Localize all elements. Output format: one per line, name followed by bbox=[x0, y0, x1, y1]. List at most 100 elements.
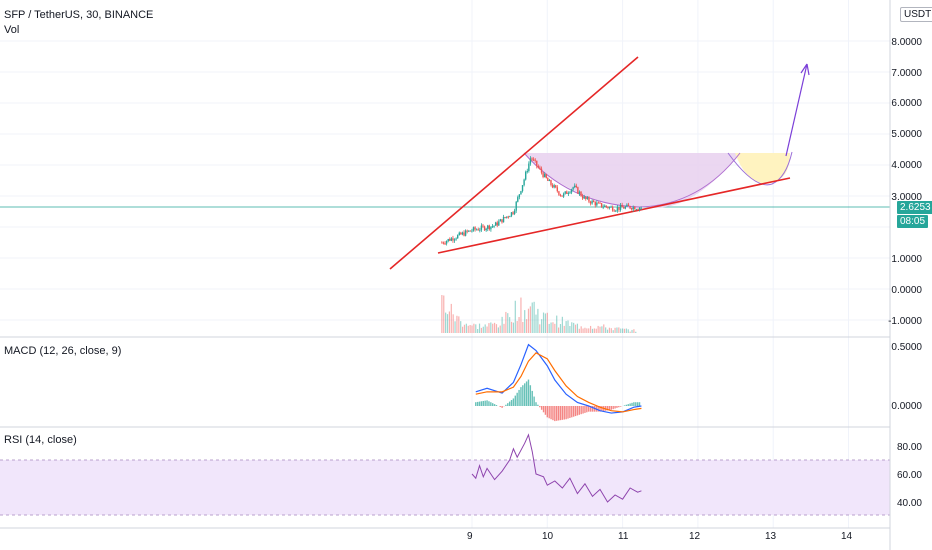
macd-histogram-bar bbox=[601, 406, 603, 412]
candle-body bbox=[574, 185, 576, 188]
volume-bar bbox=[582, 328, 584, 333]
candle-body bbox=[597, 202, 600, 204]
candle-body bbox=[524, 171, 527, 180]
macd-series-line bbox=[475, 352, 642, 413]
macd-histogram-bar bbox=[539, 406, 541, 408]
volume-bar bbox=[484, 324, 486, 333]
macd-tick: 0.5000 bbox=[891, 342, 922, 353]
candle-body bbox=[543, 174, 546, 178]
candle-body bbox=[517, 197, 519, 202]
candle-body bbox=[583, 196, 585, 199]
macd-histogram-bar bbox=[492, 403, 494, 406]
volume-bar bbox=[522, 321, 524, 333]
volume-bar bbox=[635, 331, 637, 333]
candle-body bbox=[605, 205, 608, 207]
rsi-band bbox=[0, 460, 890, 515]
candle-body bbox=[635, 209, 638, 211]
volume-bar bbox=[527, 308, 530, 333]
candle-body bbox=[578, 191, 581, 194]
candle-body bbox=[539, 167, 541, 169]
volume-bar bbox=[601, 326, 603, 333]
candle-body bbox=[453, 239, 456, 241]
macd-histogram-bar bbox=[561, 406, 564, 420]
macd-histogram-bar bbox=[550, 406, 552, 420]
candle-body bbox=[581, 196, 584, 199]
volume-label: Vol bbox=[4, 24, 20, 36]
volume-bar bbox=[546, 312, 548, 333]
volume-bar bbox=[554, 323, 556, 333]
macd-histogram-bar bbox=[546, 406, 548, 418]
candle-body bbox=[566, 191, 568, 194]
volume-bar bbox=[465, 323, 467, 333]
candle-body bbox=[456, 235, 459, 239]
volume-bar bbox=[499, 325, 501, 333]
macd-histogram-bar bbox=[572, 406, 575, 417]
candle-body bbox=[468, 230, 470, 232]
time-tick: 12 bbox=[689, 531, 701, 542]
candle-body bbox=[507, 216, 509, 218]
handle-zone-fill bbox=[735, 153, 790, 184]
volume-bar bbox=[599, 326, 601, 333]
macd-histogram-bar bbox=[633, 402, 635, 406]
volume-bar bbox=[627, 329, 629, 333]
volume-bar bbox=[569, 326, 571, 333]
volume-bar bbox=[605, 327, 607, 333]
candle-body bbox=[564, 191, 566, 194]
volume-bar bbox=[490, 322, 492, 333]
candle-body bbox=[613, 210, 615, 212]
volume-bar bbox=[606, 329, 609, 333]
volume-bar bbox=[556, 315, 558, 333]
macd-histogram-bar bbox=[588, 406, 590, 412]
candle-body bbox=[600, 203, 603, 208]
volume-bar bbox=[478, 323, 481, 333]
volume-bar bbox=[576, 323, 579, 333]
candle-body bbox=[562, 193, 565, 197]
volume-bar bbox=[597, 325, 599, 333]
volume-bar bbox=[529, 306, 531, 333]
candle-body bbox=[455, 238, 457, 240]
macd-histogram-bar bbox=[557, 406, 560, 421]
macd-histogram-bar bbox=[499, 406, 501, 407]
candle-body bbox=[460, 232, 462, 235]
volume-bar bbox=[574, 324, 577, 333]
volume-bar bbox=[589, 325, 592, 333]
candle-body bbox=[528, 163, 530, 171]
macd-histogram-bar bbox=[586, 406, 588, 413]
volume-bar bbox=[445, 312, 447, 333]
macd-histogram-bar bbox=[582, 406, 584, 414]
candle-body bbox=[629, 206, 631, 209]
macd-histogram-bar bbox=[480, 401, 483, 406]
candle-body bbox=[534, 159, 536, 161]
candle-body bbox=[466, 230, 468, 232]
volume-bar bbox=[497, 327, 499, 333]
volume-bar bbox=[452, 314, 454, 333]
candle-body bbox=[618, 207, 620, 210]
time-tick: 10 bbox=[542, 531, 554, 542]
volume-bar bbox=[595, 328, 597, 333]
candle-body bbox=[588, 197, 590, 202]
price-candles bbox=[441, 156, 642, 246]
macd-histogram-bar bbox=[565, 406, 567, 420]
candle-body bbox=[591, 200, 593, 204]
volume-bar bbox=[612, 330, 614, 333]
currency-button[interactable]: USDT bbox=[900, 7, 932, 22]
candle-body bbox=[610, 206, 612, 208]
macd-histogram-bar bbox=[616, 406, 618, 408]
candle-body bbox=[532, 159, 535, 161]
candle-body bbox=[469, 230, 472, 232]
volume-bar bbox=[525, 319, 528, 333]
macd-histogram-bar bbox=[614, 406, 616, 409]
candle-body bbox=[531, 158, 533, 160]
candle-body bbox=[542, 172, 544, 178]
volume-bar bbox=[537, 308, 539, 333]
volume-bar bbox=[610, 328, 612, 333]
candle-body bbox=[441, 242, 443, 244]
candle-body bbox=[526, 170, 528, 172]
volume-bar bbox=[622, 328, 624, 333]
macd-histogram-bar bbox=[476, 401, 479, 406]
candle-body bbox=[509, 216, 511, 218]
candle-body bbox=[461, 232, 464, 235]
candle-body bbox=[472, 227, 475, 231]
candle-body bbox=[555, 185, 557, 188]
